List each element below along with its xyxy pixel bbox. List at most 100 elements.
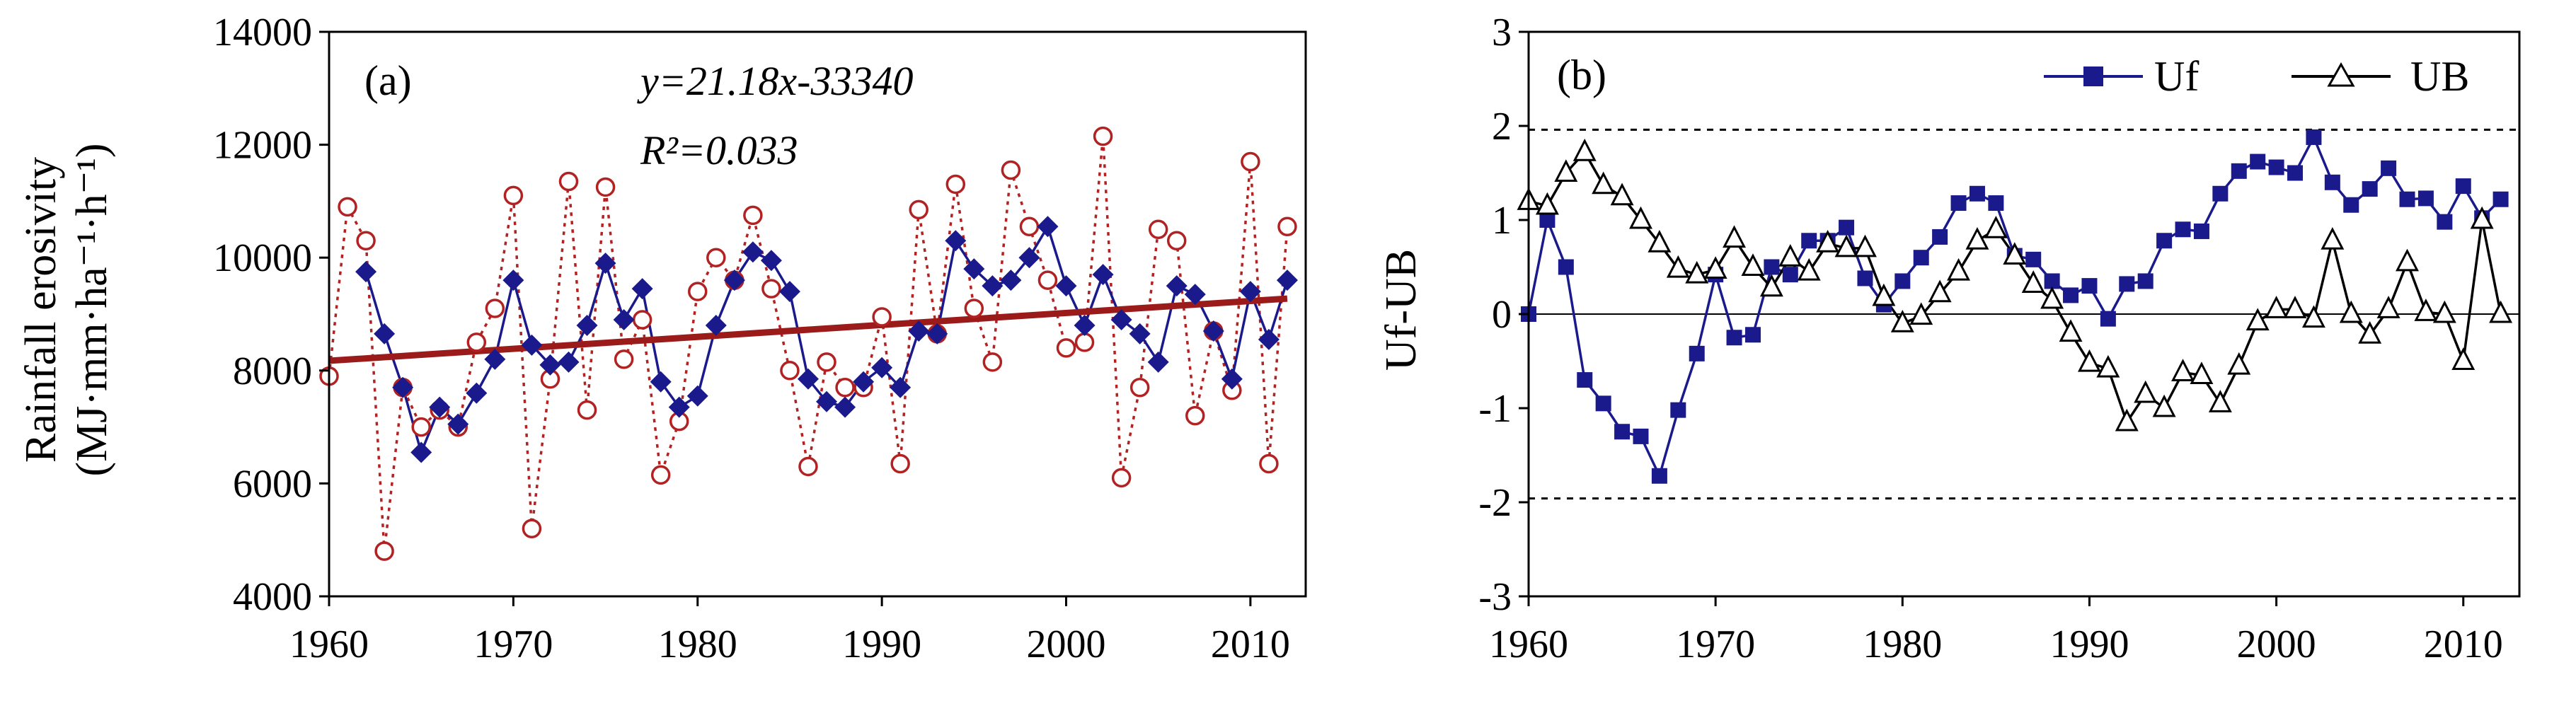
- panel-b-series-1-point: [1965, 227, 1989, 250]
- panel-a-series-1-point: [705, 314, 727, 336]
- panel-b-series-1-point: [1872, 283, 1896, 306]
- panel-b-series-1-point: [1797, 257, 1821, 281]
- panel-a-series-0-point: [964, 299, 984, 318]
- panel-a-series-1-point: [1202, 320, 1224, 342]
- panel-a-series-0-point: [1259, 453, 1279, 474]
- panel-a-series-0-point: [761, 279, 781, 299]
- panel-a-series-1-point: [963, 258, 985, 280]
- panel-b-series-1-point: [2451, 347, 2476, 370]
- panel-b-series-1-point: [2339, 300, 2363, 323]
- panel-b-series-1-point: [1648, 229, 1672, 253]
- panel-a-series-1-point: [1074, 314, 1096, 336]
- panel-b-series-1-point: [2283, 296, 2307, 318]
- panel-b-mann-kendall: -3 -2 -1 0 1 2 3 1960 1970 1980 1990 2000 2010 (b) U…: [1377, 11, 2521, 666]
- panel-a-trend-equation: y=21.18x-33340: [637, 58, 913, 104]
- panel-a-series-0-point: [1241, 151, 1260, 172]
- panel-b-series-0-point: [1950, 195, 1967, 212]
- panel-b-series-1-point: [1572, 138, 1597, 161]
- panel-a-series-1-point: [447, 413, 469, 435]
- panel-a-series-0-point: [411, 417, 431, 437]
- panel-a-series-0-point: [595, 177, 616, 197]
- panel-b-series-0-point: [2381, 160, 2397, 176]
- panel-a-series-1-point: [723, 270, 745, 291]
- legend-ub-label: UB: [2410, 53, 2469, 100]
- panel-b-series-0-point: [1764, 259, 1780, 275]
- panel-a-y-tick-label: 14000: [213, 11, 312, 54]
- panel-a-data-marks: [319, 126, 1298, 561]
- panel-b-series-0-point: [1633, 428, 1649, 444]
- panel-b-series-1-point: [2396, 248, 2419, 272]
- panel-a-axes: 4000 6000 8000 10000 12000 14000 1960 1970 1980 1…: [213, 11, 1307, 666]
- panel-a-series-1-point: [521, 334, 543, 356]
- panel-b-series-1-point: [2432, 300, 2456, 323]
- panel-a-y-tick-label: 4000: [233, 575, 312, 619]
- panel-b-series-1-point: [2021, 270, 2045, 293]
- panel-a-series-1-point: [1055, 275, 1077, 297]
- panel-b-series-0-point: [2437, 214, 2453, 230]
- panel-b-series-0-point: [1670, 402, 1686, 418]
- panel-b-series-1-point: [2003, 242, 2027, 265]
- panel-b-series-0-point: [2399, 191, 2415, 207]
- panel-a-series-0-point: [632, 310, 652, 330]
- panel-a-series-0-point: [522, 519, 542, 538]
- panel-b-series-1-point: [1554, 159, 1578, 182]
- panel-b-label: (b): [1557, 52, 1606, 98]
- panel-b-series-0-line: [1527, 134, 2502, 480]
- panel-b-series-0-point: [1744, 327, 1761, 343]
- panel-b-series-1-point: [1984, 216, 2008, 238]
- panel-b-series-1-point: [1759, 274, 1783, 297]
- panel-a-series-0-point: [558, 171, 579, 192]
- panel-a-series-1-point: [1129, 323, 1151, 344]
- panel-a-series-0-point: [1019, 216, 1040, 237]
- panel-a-series-1-point: [797, 368, 819, 390]
- panel-a-series-1-point: [594, 253, 616, 274]
- panel-a-series-1-point: [982, 275, 1004, 297]
- panel-a-series-1-point: [945, 230, 967, 252]
- panel-a-series-1-point: [1018, 247, 1040, 269]
- panel-b-series-1-point: [2152, 394, 2176, 417]
- panel-b-series-0-point: [1857, 270, 1873, 286]
- panel-a-y-tick-label: 12000: [213, 124, 312, 168]
- panel-a-series-1-point: [355, 261, 377, 283]
- panel-a-label: (a): [364, 57, 412, 104]
- panel-a-series-0-point: [688, 282, 708, 301]
- panel-a-series-0-point: [1166, 231, 1187, 251]
- panel-b-series-1-point: [1610, 183, 1634, 206]
- panel-a-r-squared: R²=0.033: [640, 127, 798, 173]
- panel-a-series-0-point: [1111, 468, 1132, 488]
- panel-b-series-0-point: [2193, 223, 2209, 239]
- panel-b-series-0-point: [1614, 424, 1631, 440]
- panel-a-series-1-point: [1092, 264, 1114, 286]
- panel-b-series-0-point: [1988, 195, 2004, 212]
- panel-a-series-0-point: [356, 231, 376, 251]
- panel-a-series-1-point: [576, 314, 598, 336]
- legend-ub-marker: [2327, 62, 2355, 87]
- panel-b-series-1-point: [2040, 286, 2064, 309]
- panel-b-series-1-point: [1928, 279, 1952, 303]
- panel-b-series-0-point: [2212, 185, 2229, 202]
- panel-a-y-axis-unit: (MJ·mm·ha⁻¹·h⁻¹): [68, 143, 116, 476]
- panel-b-series-0-point: [2287, 165, 2304, 181]
- panel-a-series-0-point: [982, 352, 1003, 372]
- panel-b-series-0-point: [1539, 212, 1556, 228]
- panel-b-series-0-point: [2324, 174, 2340, 190]
- panel-b-y-tick-label: 3: [1492, 11, 1512, 54]
- panel-a-series-1-point: [466, 382, 488, 404]
- panel-b-series-1-line: [1528, 150, 2502, 425]
- panel-a-rainfall-erosivity: 4000 6000 8000 10000 12000 14000 1960 1970 1980 1…: [17, 11, 1307, 666]
- panel-a-x-tick-label: 2000: [1027, 623, 1106, 666]
- panel-b-series-1-point: [2190, 361, 2214, 384]
- panel-a-series-0-point: [835, 377, 855, 398]
- panel-a-series-1-point: [484, 348, 506, 370]
- panel-b-series-1-point: [1592, 171, 1616, 195]
- panel-b-series-0-point: [1782, 267, 1798, 283]
- panel-a-y-tick-label: 8000: [233, 349, 312, 393]
- panel-a-series-1-point: [558, 351, 580, 373]
- panel-b-y-tick-label: -2: [1478, 481, 1512, 525]
- panel-b-y-tick-label: -1: [1478, 387, 1512, 431]
- panel-b-series-0-point: [1932, 228, 1948, 245]
- panel-b-series-0-point: [1577, 372, 1593, 388]
- panel-b-series-1-point: [1703, 256, 1727, 279]
- panel-b-x-tick-label: 2010: [2424, 623, 2503, 666]
